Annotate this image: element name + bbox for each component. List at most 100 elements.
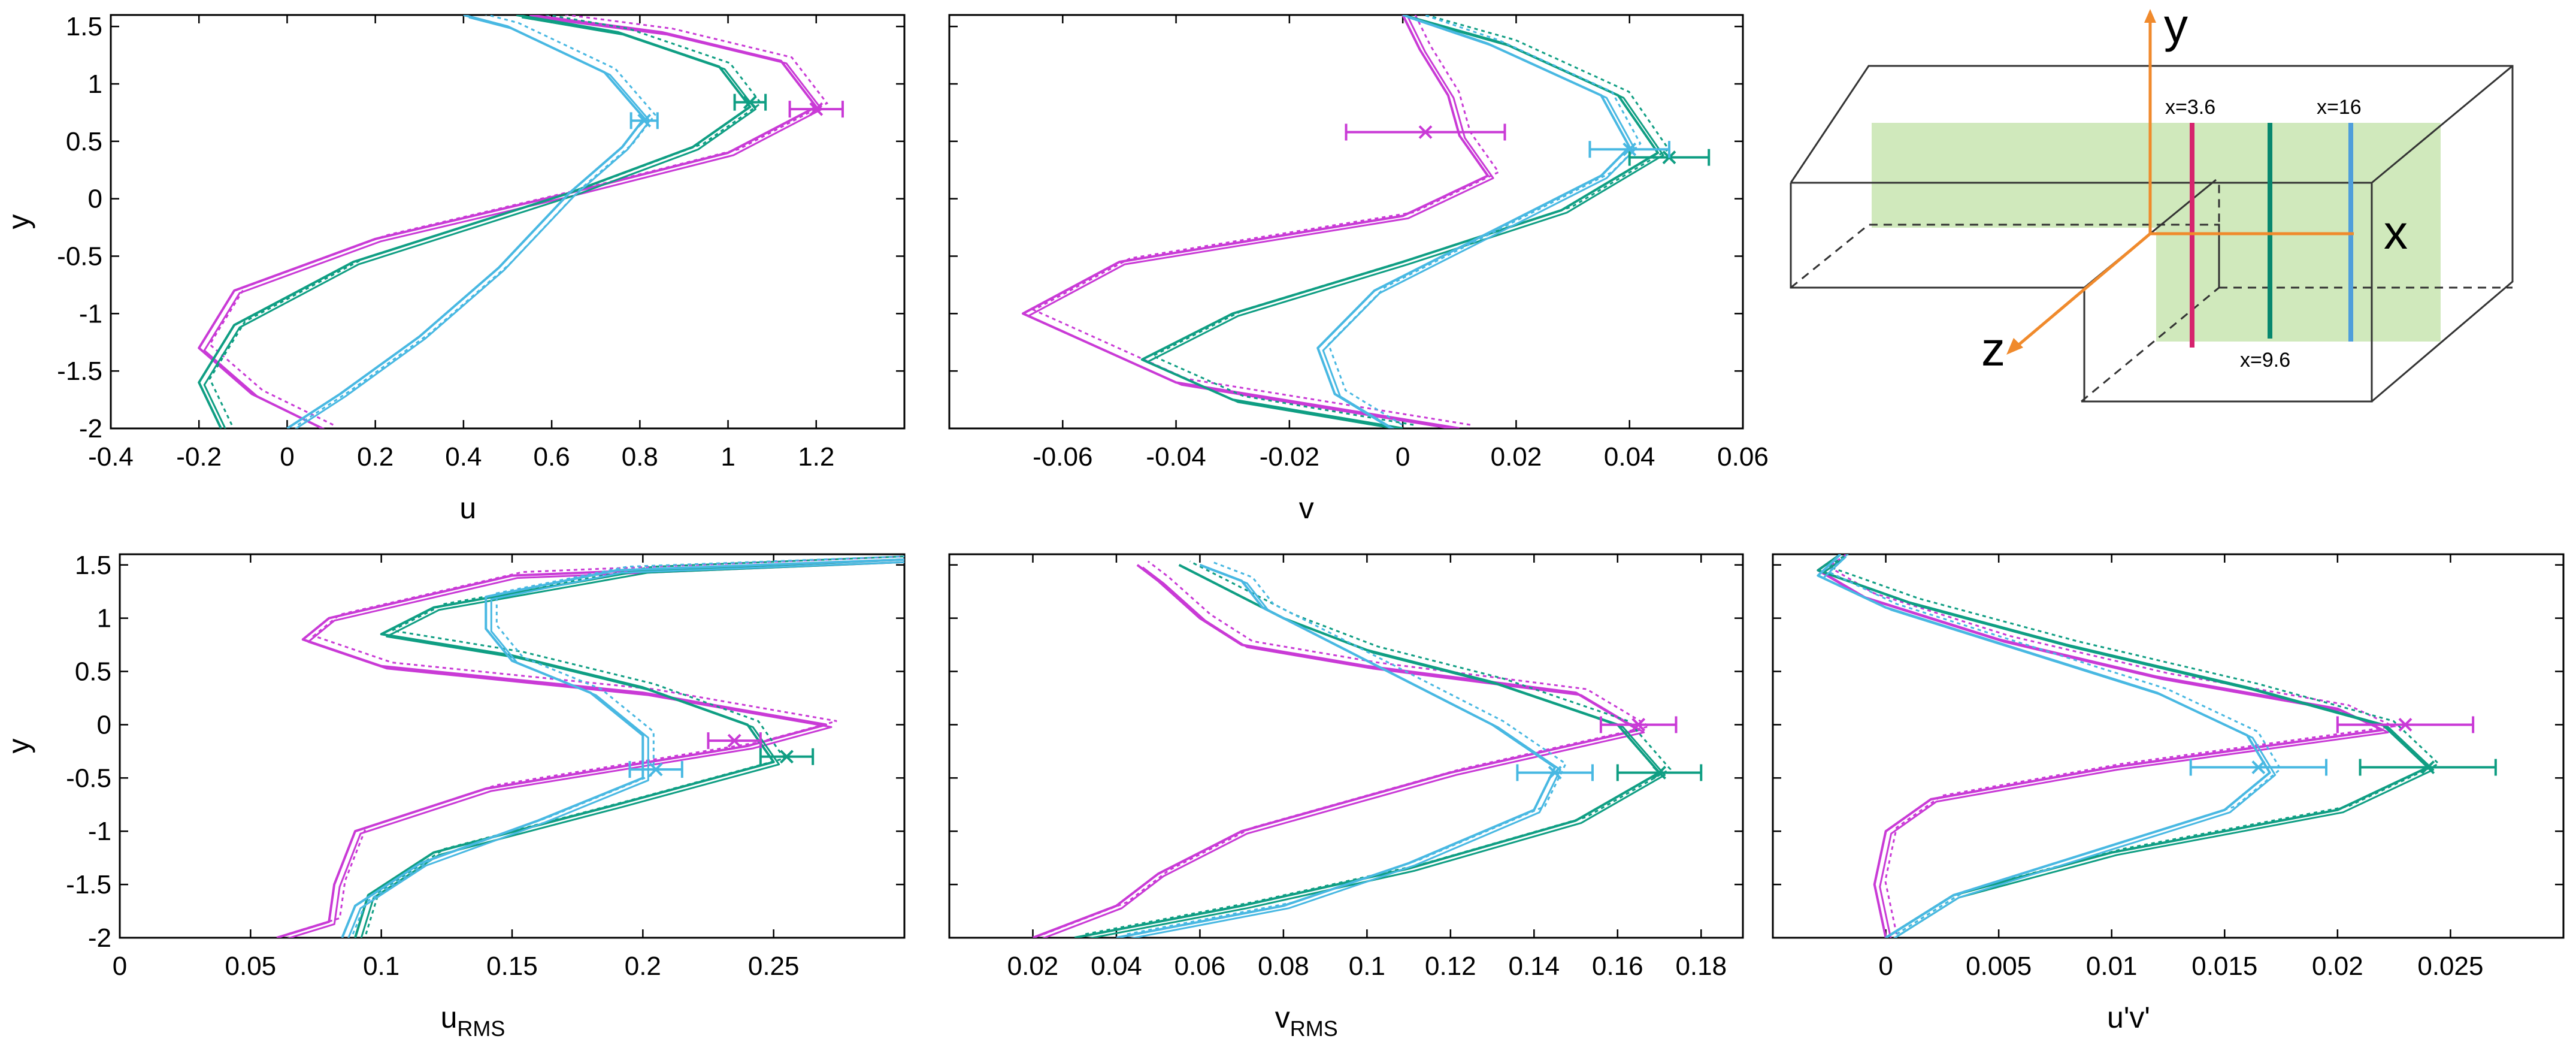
- error-bar-blue: [2189, 759, 2327, 776]
- series-line-green-b: [203, 16, 756, 428]
- error-bar-blue: [1588, 141, 1670, 158]
- series-line-blue-b: [1322, 16, 1636, 428]
- z-axis-letter: z: [1981, 322, 2005, 376]
- curves: [198, 15, 829, 428]
- error-bar-magenta: [788, 101, 844, 118]
- x-axis-label: v: [1299, 491, 1314, 525]
- series-line-magenta-dotted: [1043, 560, 1652, 935]
- x-tick-label: 0.1: [1349, 952, 1385, 981]
- y-tick-label: -2: [88, 923, 111, 953]
- y-tick-label: 0.5: [66, 127, 102, 156]
- y-tick-label: -1: [88, 817, 111, 846]
- box-wireframe: [1790, 65, 2514, 403]
- plot-frame: [948, 553, 1744, 939]
- x-tick-label: 0.2: [625, 952, 661, 981]
- curves: [1817, 554, 2441, 938]
- x-tick-label: 0.06: [1175, 952, 1226, 981]
- y-tick-label: -1: [79, 299, 102, 328]
- x-tick-label: 0.2: [357, 442, 393, 472]
- plot-frame: [119, 553, 906, 939]
- series-line-magenta: [276, 558, 904, 938]
- error-bar-green: [759, 748, 815, 765]
- series-line-blue-b: [347, 561, 904, 938]
- x-tick-label: 0.15: [486, 952, 538, 981]
- series-line-blue-b: [1822, 555, 2277, 938]
- series-line-magenta: [1032, 564, 1640, 938]
- series-line-green-dotted: [208, 15, 762, 425]
- series-line-blue-dotted: [297, 15, 656, 426]
- plot-frame: [1772, 553, 2565, 939]
- x-tick-label: 0: [280, 442, 294, 472]
- x-tick-label: 0.025: [2417, 952, 2483, 981]
- station-label-2: x=9.6: [2240, 349, 2290, 372]
- x-tick-label: 0.015: [2191, 952, 2257, 981]
- series-line-blue-b: [1129, 566, 1561, 938]
- series-line-magenta: [1022, 15, 1490, 428]
- series-line-green-b: [1822, 555, 2435, 938]
- curves: [1022, 15, 1670, 428]
- x-tick-label: 0.05: [225, 952, 277, 981]
- y-tick-label: -1.5: [57, 357, 102, 386]
- x-tick-label: 0.04: [1604, 442, 1655, 472]
- series-line-blue-dotted: [1327, 15, 1642, 426]
- station-label-3: x=16: [2317, 96, 2362, 119]
- y-tick-label: -0.5: [66, 763, 111, 793]
- station-label-1: x=3.6: [2165, 96, 2215, 119]
- x-tick-label: 0.6: [534, 442, 570, 472]
- x-tick-label: -0.04: [1146, 442, 1206, 472]
- series-line-magenta-dotted: [208, 15, 829, 426]
- y-tick-label: 1.5: [66, 12, 102, 41]
- x-tick-label: 0.4: [445, 442, 482, 472]
- x-tick-label: 0.005: [1966, 952, 2032, 981]
- error-bar-blue: [629, 112, 659, 129]
- y-tick-label: 0: [97, 710, 111, 739]
- series-line-magenta-dotted: [287, 555, 904, 935]
- series-line-blue-dotted: [1827, 554, 2282, 935]
- plot-uv: 0 0.005 0.01 0.015 0.02 0.025 u'v': [1772, 553, 2565, 1034]
- error-bar-blue: [1516, 764, 1594, 781]
- series-line-blue: [1817, 554, 2271, 938]
- x-tick-label: -0.4: [88, 442, 134, 472]
- y-axis-label: y: [2, 739, 35, 754]
- y-axis-label: y: [2, 215, 35, 229]
- x-tick-label: 0.02: [2312, 952, 2363, 981]
- error-bar-green: [2359, 759, 2497, 776]
- x-tick-label: 0.25: [748, 952, 800, 981]
- x-tick-label: 0: [1878, 952, 1893, 981]
- measurement-plane-lower: [2156, 228, 2441, 342]
- series-line-magenta-dotted: [1031, 15, 1500, 426]
- x-tick-label: 0.08: [1258, 952, 1309, 981]
- series-line-green-b: [1088, 566, 1666, 938]
- error-bar-magenta: [1345, 123, 1506, 141]
- series-line-magenta-dotted: [1827, 554, 2397, 935]
- x-tick-label: 0.8: [622, 442, 658, 472]
- error-bar-green: [1616, 764, 1703, 781]
- x-tick-label: 0: [1396, 442, 1410, 472]
- error-bar-blue: [628, 761, 683, 778]
- curves: [1032, 560, 1672, 938]
- series-line-magenta-b: [286, 561, 904, 938]
- y-tick-label: 0: [88, 185, 102, 214]
- series-line-blue: [341, 558, 904, 938]
- error-bar-magenta: [707, 732, 762, 750]
- series-line-magenta: [198, 15, 818, 428]
- measurement-plane: [1872, 123, 2441, 228]
- x-axis-letter: x: [2384, 206, 2408, 259]
- x-axis-label: uRMS: [441, 1001, 505, 1041]
- x-axis-label: u: [459, 491, 476, 525]
- x-tick-label: -0.02: [1260, 442, 1319, 472]
- x-tick-label: 0.12: [1425, 952, 1476, 981]
- series-line-magenta-b: [1042, 566, 1645, 938]
- series-line-blue-dotted: [352, 555, 904, 935]
- x-tick-label: 0.14: [1508, 952, 1560, 981]
- series-line-magenta-b: [1027, 17, 1494, 428]
- y-axis-letter: y: [2164, 0, 2188, 52]
- y-tick-label: 1: [97, 604, 111, 633]
- x-tick-label: 0.01: [2086, 952, 2138, 981]
- x-tick-label: 0.02: [1007, 952, 1059, 981]
- y-tick-label: 1.5: [75, 551, 111, 580]
- plots-layer: -0.4 -0.2 0 0.2 0.4 0.6 0.8 1 1.2 -2 -1.5 -1 -0.5 0 0.…: [2, 12, 2565, 1041]
- coordinate-axes: [2006, 9, 2354, 355]
- series-line-green-dotted: [365, 555, 904, 935]
